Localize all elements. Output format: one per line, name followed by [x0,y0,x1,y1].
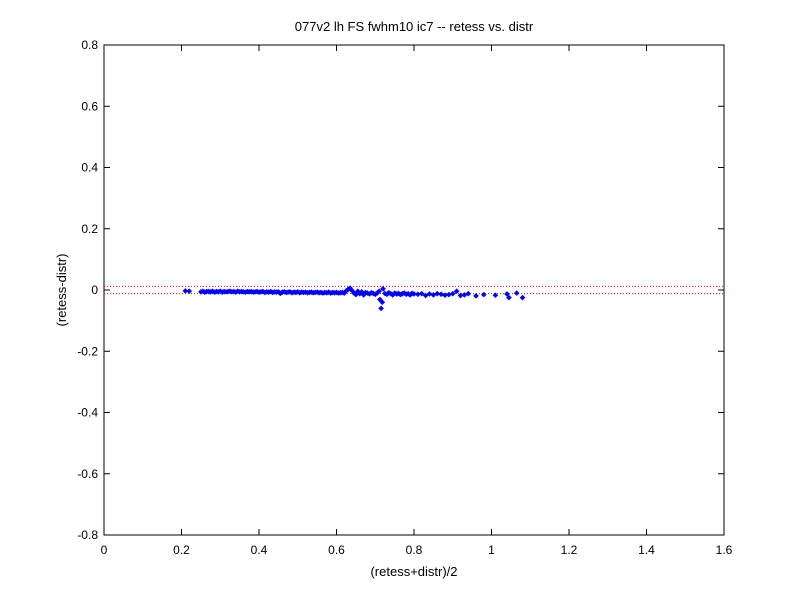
x-tick-label: 0.6 [328,543,345,557]
data-point [379,299,386,306]
data-point [418,290,425,297]
x-tick-label: 0.4 [251,543,268,557]
chart-title: 077v2 lh FS fwhm10 ic7 -- retess vs. dis… [295,19,534,34]
data-point [438,291,444,298]
data-point [465,290,472,297]
data-point [513,290,520,296]
y-tick-label: -0.6 [77,467,98,481]
data-point [411,291,417,297]
y-tick-label: 0 [91,283,98,297]
plot-area [103,44,725,536]
x-tick-label: 0.2 [173,543,190,557]
y-tick-label: 0.8 [81,38,98,52]
data-point [504,291,510,297]
data-point [422,292,429,299]
x-tick-label: 0 [101,543,108,557]
data-point [434,290,441,297]
data-point [492,292,499,299]
data-point [380,285,386,292]
data-point [519,294,526,301]
x-tick-label: 1 [488,543,495,557]
data-point [376,288,382,295]
data-point [506,294,512,301]
x-tick-label: 1.6 [716,543,733,557]
axes-box [103,44,725,536]
data-points [182,285,526,312]
y-tick-label: 0.2 [81,222,98,236]
data-point [378,305,384,312]
y-tick-label: -0.2 [77,344,98,358]
y-tick-label: -0.4 [77,406,98,420]
y-tick-label: 0.6 [81,99,98,113]
y-axis-ticks: -0.8 -0.6 -0.4 -0.2 0 0.2 0.4 0.6 0.8 [77,38,724,542]
y-tick-label: -0.8 [77,528,98,542]
x-axis-label: (retess+distr)/2 [370,564,457,579]
data-point [186,288,193,295]
data-point [182,288,189,294]
data-point [449,290,456,297]
x-axis-ticks: 0 0.2 0.4 0.6 0.8 1 1.2 1.4 1.6 [101,45,733,557]
data-point [453,288,460,295]
y-axis-label: (retess-distr) [54,254,69,327]
data-point [480,291,487,298]
data-point [426,291,433,297]
y-tick-label: 0.4 [81,161,98,175]
x-tick-label: 0.8 [406,543,423,557]
x-tick-label: 1.4 [638,543,655,557]
x-tick-label: 1.2 [561,543,578,557]
data-point [473,292,479,299]
